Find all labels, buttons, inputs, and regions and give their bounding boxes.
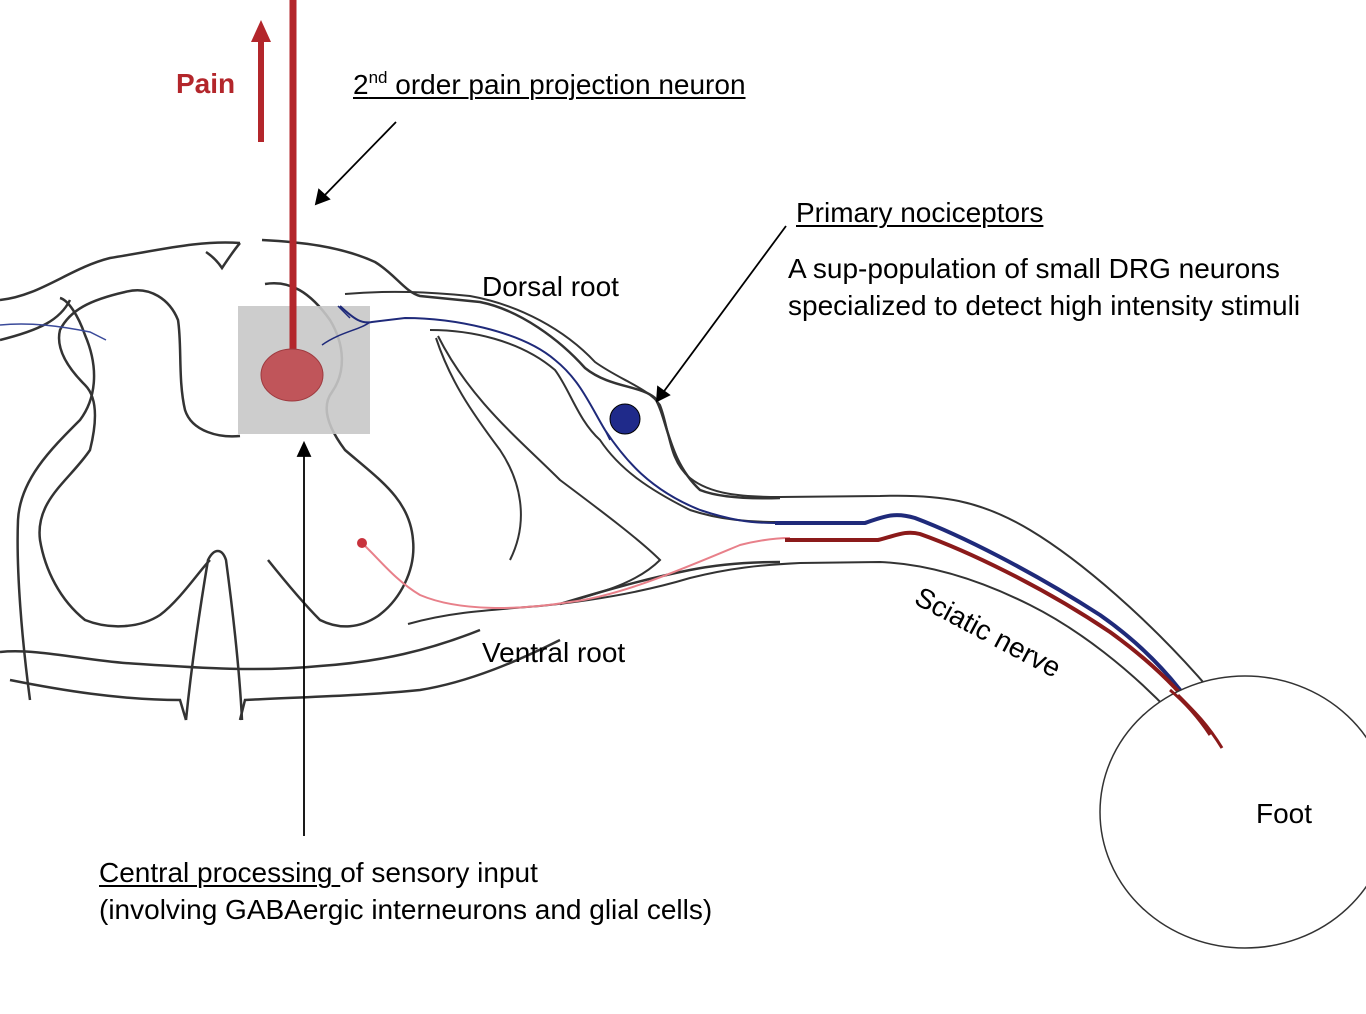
- contralateral-fiber: [0, 323, 107, 341]
- central-processing-pointer-head: [296, 440, 312, 457]
- nociceptor-pointer-arrow: [661, 225, 787, 395]
- nociceptor-description-line1: A sup-population of small DRG neurons: [788, 253, 1280, 284]
- projection-neuron-label: 2nd order pain projection neuron: [353, 68, 746, 102]
- projection-neuron-label-sup: nd: [368, 68, 388, 87]
- motor-fiber-light: [361, 537, 791, 609]
- nociceptor-fiber-thick: [775, 513, 1212, 736]
- ventral-median-fissure: [184, 549, 244, 721]
- pain-label: Pain: [176, 68, 236, 99]
- ventral-root-label: Ventral root: [482, 637, 626, 668]
- annotation-arrows: [296, 121, 787, 836]
- motor-neuron-soma: [357, 538, 367, 548]
- foot-outline: [1099, 675, 1366, 949]
- nociceptor-pointer-head: [655, 385, 671, 403]
- projection-pointer-head: [314, 188, 331, 206]
- projection-neuron-label-rest: order pain projection neuron: [387, 69, 746, 100]
- nerve-ending-in-foot: [1169, 688, 1224, 749]
- central-processing-line1: Central processing of sensory input: [99, 856, 538, 890]
- nociceptor-description-line2: specialized to detect high intensity sti…: [788, 290, 1301, 321]
- dorsal-root-outline: [344, 290, 1211, 691]
- projection-pointer-arrow: [321, 121, 397, 199]
- primary-nociceptors-label: Primary nociceptors: [796, 197, 1044, 228]
- projection-neuron-label-prefix: 2: [353, 69, 369, 100]
- dorsal-root-inner: [435, 335, 662, 601]
- nociceptor-fiber: [339, 305, 1211, 736]
- dorsal-root-label: Dorsal root: [482, 271, 619, 302]
- spinal-cord-left-contour: [0, 296, 96, 701]
- foot-label: Foot: [1256, 798, 1313, 829]
- pain-arrow-head: [251, 20, 271, 42]
- dorsal-median-sulcus: [205, 242, 241, 271]
- central-processing-rest: of sensory input: [340, 857, 538, 888]
- central-processing-line2: (involving GABAergic interneurons and gl…: [99, 894, 713, 925]
- spinal-cord-outline: [0, 238, 781, 721]
- projection-neuron-soma: [260, 348, 324, 402]
- central-processing-underlined: Central processing: [99, 857, 341, 888]
- motor-fiber-dark: [785, 530, 1224, 750]
- drg-neuron-soma: [609, 403, 641, 435]
- nociceptor-central-branch: [321, 305, 611, 441]
